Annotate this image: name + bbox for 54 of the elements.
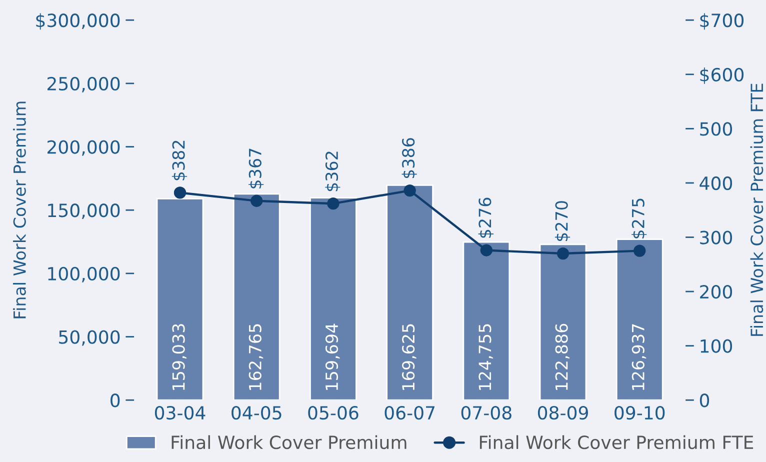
data-label: 159,033 — [172, 324, 187, 390]
y-tick-label: 150,000 — [48, 204, 120, 220]
y2-tick-label: 0 — [700, 394, 710, 408]
legend-label: Final Work Cover Premium — [172, 435, 406, 450]
point — [174, 186, 186, 199]
bar — [386, 184, 434, 400]
point — [404, 184, 416, 197]
y-tick-label: 0 — [110, 394, 120, 408]
legend-label: Final Work Cover Premium FTE — [480, 435, 754, 450]
data-label: $276 — [478, 198, 494, 238]
x-tick-label: 03-04 — [154, 406, 206, 420]
y-tick-label: 100,000 — [48, 266, 120, 282]
point — [250, 194, 263, 207]
bar — [539, 244, 587, 400]
data-label: 124,755 — [478, 324, 493, 390]
data-label: 162,765 — [248, 324, 264, 390]
y2-tick-label: 200 — [700, 284, 732, 299]
x-tick-label: 06-07 — [384, 406, 434, 420]
data-label: 169,625 — [402, 324, 416, 390]
y2-tick-label: 500 — [700, 122, 732, 136]
y-tick-label: 50,000 — [59, 330, 120, 346]
y-tick-label: $300,000 — [36, 13, 120, 30]
y2-axis-title: Final Work Cover Premium FTE — [750, 84, 764, 336]
point — [480, 244, 492, 256]
y-tick-label: 200,000 — [48, 140, 120, 156]
x-tick-label: 08-09 — [538, 406, 588, 420]
x-tick-label: 09-10 — [614, 406, 665, 420]
bar — [462, 241, 510, 400]
y2-tick-label: $600 — [700, 68, 744, 84]
data-label: 159,694 — [325, 324, 340, 390]
data-label: $362 — [325, 152, 340, 192]
y2-tick-label: 100 — [700, 339, 732, 353]
bar — [156, 198, 204, 400]
data-label: $386 — [402, 138, 417, 178]
y2-tick-label: 400 — [700, 176, 732, 190]
y-axis-title: Final Work Cover Premium — [13, 102, 26, 318]
x-tick-label: 05-06 — [308, 406, 358, 420]
bar — [310, 197, 357, 400]
y2-tick-label: $700 — [700, 13, 744, 30]
x-tick-label: 07-08 — [461, 406, 512, 420]
data-label: $270 — [554, 201, 570, 242]
y2-tick-label: 300 — [700, 230, 732, 244]
bar — [616, 238, 664, 400]
point — [327, 198, 340, 210]
point — [556, 247, 570, 260]
bar — [232, 193, 280, 400]
data-label: 122,886 — [555, 324, 570, 390]
data-label: $367 — [248, 148, 264, 188]
point — [634, 244, 646, 257]
x-tick-label: 04-05 — [232, 406, 282, 420]
data-label: $275 — [632, 198, 647, 238]
data-label: 126,937 — [632, 324, 646, 390]
data-label: $382 — [172, 140, 188, 180]
y-tick-label: 250,000 — [48, 76, 120, 92]
